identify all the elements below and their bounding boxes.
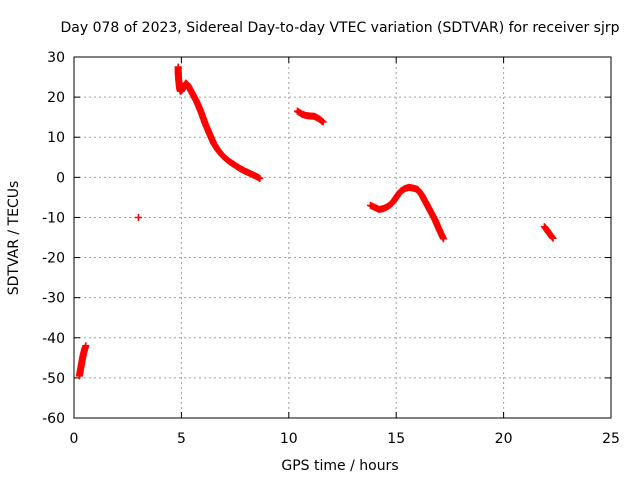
plot-frame — [73, 56, 612, 419]
y-tick-label: 0 — [56, 170, 65, 186]
grid — [74, 57, 611, 418]
x-tick-label: 10 — [280, 431, 298, 447]
x-tick-label: 25 — [602, 431, 620, 447]
x-tick-label: 15 — [387, 431, 405, 447]
y-axis-label: SDTVAR / TECUs — [6, 181, 22, 296]
data-point — [134, 213, 142, 221]
y-tick-label: -50 — [42, 371, 65, 387]
data-point — [256, 175, 264, 183]
data-point — [549, 234, 557, 242]
y-tick-label: -20 — [42, 251, 65, 267]
data-points — [75, 63, 557, 380]
x-tick-label: 20 — [495, 431, 513, 447]
y-tick-label: -30 — [42, 291, 65, 307]
data-point — [82, 342, 90, 350]
y-tick-label: 30 — [47, 50, 65, 66]
x-axis-label: GPS time / hours — [281, 458, 398, 474]
y-tick-label: 10 — [47, 130, 65, 146]
axis-ticks: 0 5 10 15 20 25 -60 -50 -40 -30 -20 -10 0 10 20 30 — [42, 50, 620, 447]
y-tick-label: -60 — [42, 411, 65, 427]
y-tick-label: -40 — [42, 331, 65, 347]
y-tick-label: -10 — [42, 210, 65, 226]
data-point — [439, 235, 447, 243]
y-tick-label: 20 — [47, 90, 65, 106]
x-tick-label: 5 — [177, 431, 186, 447]
chart-title: Day 078 of 2023, Sidereal Day-to-day VTE… — [60, 20, 619, 36]
x-tick-label: 0 — [70, 431, 79, 447]
data-point — [319, 118, 327, 126]
